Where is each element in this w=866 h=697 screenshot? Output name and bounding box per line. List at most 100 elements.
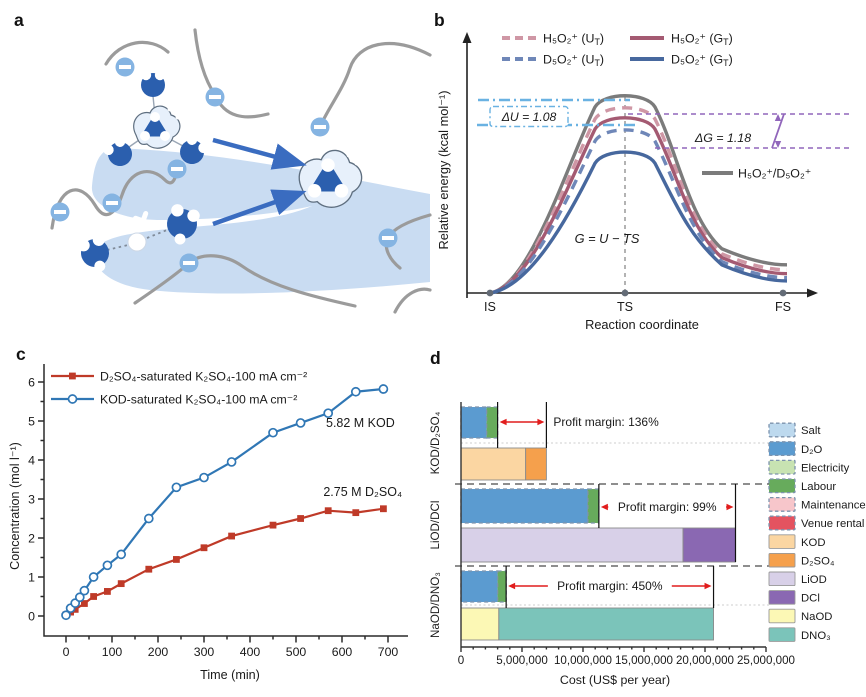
profit-arrow-head — [704, 582, 712, 590]
water-molecule — [180, 134, 209, 164]
marker-circle — [88, 572, 99, 582]
profit-label-bg — [547, 578, 672, 594]
delta-g-label: ΔG = 1.18 — [694, 131, 751, 145]
state-dot-IS — [486, 289, 494, 297]
legend-label: Labour — [801, 481, 836, 493]
y-tick-label: 0 — [28, 609, 35, 623]
marker-square — [117, 580, 125, 588]
marker-square — [324, 507, 332, 515]
legend-label: Electricity — [801, 462, 850, 474]
x-tick-label: 600 — [332, 645, 353, 659]
legend-label: NaOD — [801, 611, 832, 623]
legend-swatch-1 — [768, 441, 796, 457]
x-tick-label: TS — [617, 300, 633, 314]
revenue-segment-DNO₃ — [498, 607, 714, 641]
delta-g-arrow-line — [771, 113, 785, 149]
profit-margin-label: Profit margin: 99% — [618, 500, 717, 514]
panel-b-energy-diagram: IS TS FS Reaction coordinate Relative energy… — [436, 32, 851, 332]
y-tick-label: 6 — [28, 375, 35, 389]
panel-d-bar-chart: Profit margin: 136% KOD/D₂SO₄ Profit margi… — [429, 402, 866, 687]
marker-circle — [79, 585, 90, 596]
energy-curve-1 — [489, 106, 788, 295]
x-tick-label: 100 — [102, 645, 123, 659]
y-tick-label: 3 — [28, 492, 35, 506]
x-tick-label: FS — [775, 300, 791, 314]
legend-marker — [67, 394, 78, 404]
y-axis-arrowhead — [462, 32, 472, 43]
x-tick-label: 20,000,000 — [676, 654, 734, 667]
equation-label: G = U − TS — [575, 231, 640, 246]
legend-label: DCl — [801, 593, 820, 605]
x-axis-title: Cost (US$ per year) — [560, 673, 670, 687]
delta-g-arrow-head — [774, 141, 782, 148]
marker-circle — [350, 386, 361, 397]
energy-curve-4 — [489, 150, 788, 295]
axes — [466, 40, 810, 298]
profit-margin-label: Profit margin: 450% — [557, 579, 663, 593]
legend-label: D₂O — [801, 444, 823, 456]
cost-segment-Labour — [587, 488, 600, 524]
water-molecule — [140, 69, 166, 97]
hydronium-cluster-product — [298, 149, 363, 208]
panel-d-label: d — [430, 348, 441, 368]
x-tick-label: IS — [484, 300, 496, 314]
marker-circle — [323, 408, 334, 419]
marker-circle — [268, 427, 278, 438]
marker-circle — [143, 513, 154, 524]
legend-label: DNO₃ — [801, 630, 831, 642]
legend-swatch-2 — [768, 459, 796, 475]
marker-circle — [295, 418, 306, 428]
x-tick-label: 0 — [63, 645, 70, 659]
legend-label: LiOD — [801, 574, 827, 586]
minus-charge-icon — [50, 57, 398, 273]
y-tick-label: 2 — [28, 531, 35, 545]
profit-margin-label: Profit margin: 136% — [553, 415, 659, 429]
marker-circle — [102, 560, 113, 571]
marker-square — [297, 515, 304, 522]
legend-label: D₂SO₄ — [801, 555, 835, 567]
legend-label: Maintenance — [801, 500, 866, 512]
proton-transfer-arrow — [212, 137, 307, 227]
legend-label-combined: H₅O₂⁺/D₅O₂⁺ — [738, 167, 811, 181]
state-dot-TS — [621, 289, 629, 297]
axis-spines — [43, 364, 408, 637]
legend-swatch-0 — [768, 422, 796, 438]
annotation-0: 5.82 M KOD — [326, 416, 395, 430]
water-molecule — [167, 204, 200, 245]
delta-g-arrow-head — [774, 114, 782, 121]
water-molecule — [103, 136, 132, 166]
marker-circle — [199, 472, 209, 483]
marker-square — [200, 544, 208, 552]
marker-square — [380, 505, 387, 513]
marker-circle — [378, 384, 389, 394]
legend-swatch-6 — [768, 534, 796, 549]
panel-a-label: a — [14, 10, 24, 30]
y-axis-title: Concentration (mol l⁻¹) — [8, 442, 22, 570]
legend-label: Salt — [801, 425, 821, 437]
marker-circle — [61, 610, 71, 621]
energy-curve-0 — [489, 94, 788, 295]
delta-u-box — [489, 105, 569, 128]
legend-swatch-5 — [768, 515, 796, 531]
energy-curve-3 — [489, 128, 788, 295]
axes — [460, 402, 767, 652]
series-line-0 — [65, 507, 384, 616]
cost-segment-Labour — [496, 570, 507, 603]
profit-arrow-head — [499, 418, 507, 426]
marker-square — [228, 532, 235, 540]
profit-arrow-head — [600, 503, 608, 511]
marker-circle — [116, 549, 127, 560]
x-tick-label: 25,000,000 — [737, 654, 795, 667]
cost-segment-D₂O — [460, 570, 499, 603]
cost-segment-Labour — [485, 406, 499, 439]
legend-swatch-10 — [768, 608, 796, 624]
x-tick-label: 200 — [148, 645, 169, 659]
marker-square — [81, 600, 88, 607]
profit-arrow-head — [726, 503, 734, 511]
x-axis-title: Time (min) — [200, 668, 260, 682]
legend-label: Venue rental — [801, 518, 864, 530]
water-molecule — [77, 233, 109, 272]
profit-label-bg — [608, 499, 727, 515]
revenue-segment-NaOD — [460, 607, 500, 641]
